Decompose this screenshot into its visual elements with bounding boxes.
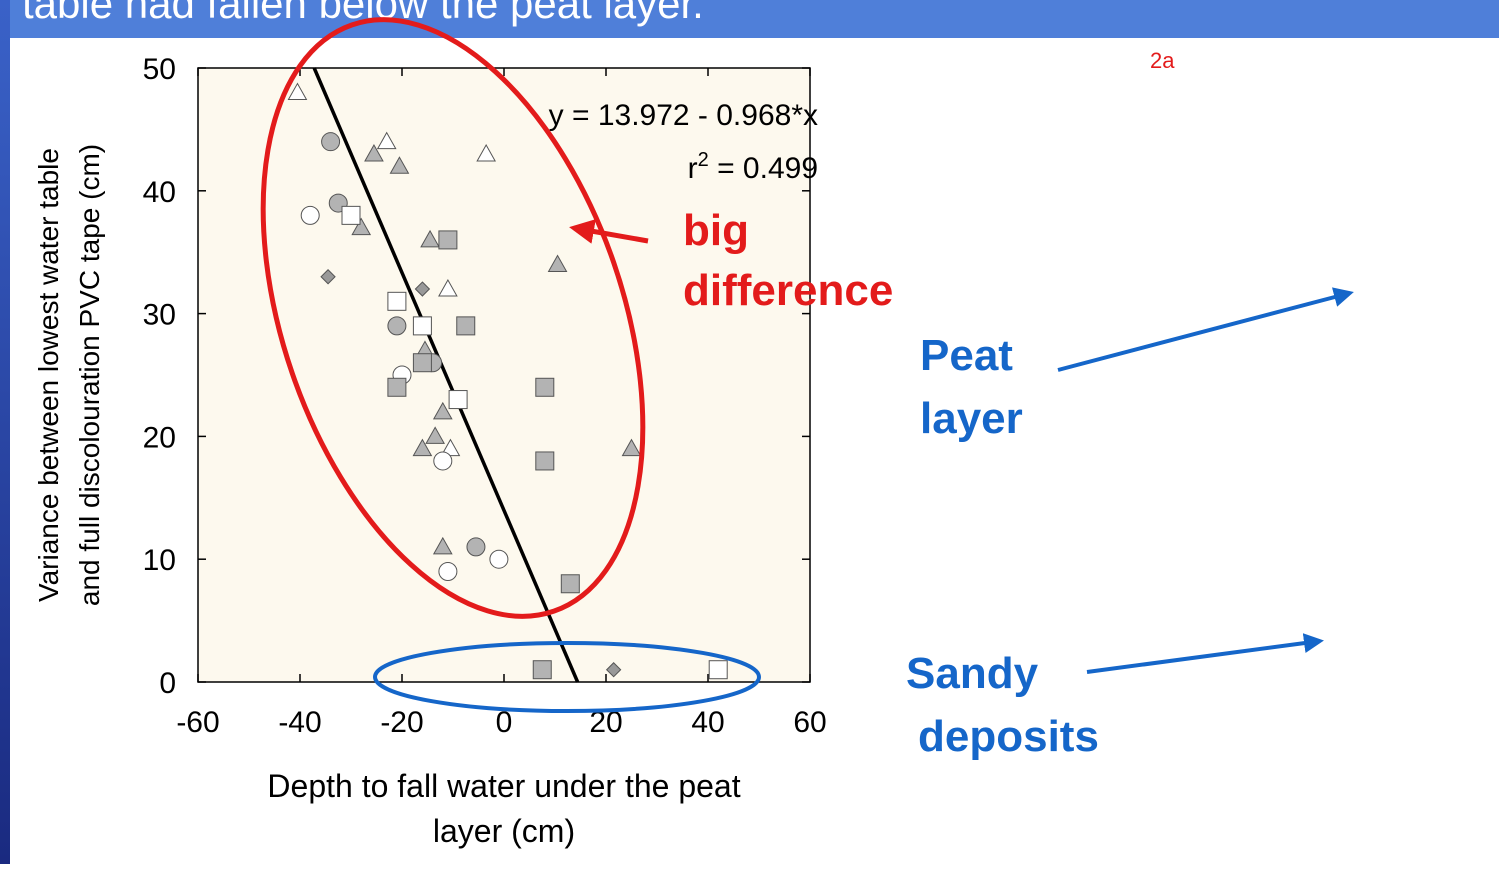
y-tick-label: 20 <box>143 421 176 454</box>
y-tick-label: 0 <box>159 667 176 700</box>
point <box>387 316 407 336</box>
header-bar <box>0 0 1499 38</box>
point <box>387 377 407 397</box>
peat-arrow <box>1057 287 1354 372</box>
point <box>364 143 384 162</box>
r-squared: r2 = 0.499 <box>688 149 818 185</box>
point <box>321 132 341 152</box>
x-axis-label: layer (cm) <box>433 813 575 849</box>
point <box>448 390 468 410</box>
point <box>389 156 410 174</box>
point <box>412 316 432 336</box>
point <box>376 131 397 150</box>
point <box>535 377 555 397</box>
r: r <box>688 152 698 185</box>
point <box>438 561 458 581</box>
x-tick-label: 60 <box>793 706 826 739</box>
sup: 2 <box>698 149 709 171</box>
label: deposits <box>918 712 1099 761</box>
red-arrow <box>569 219 649 244</box>
blue-ellipse <box>373 641 761 713</box>
point <box>433 451 453 471</box>
label: Peat <box>920 331 1013 380</box>
plot-area <box>197 67 811 683</box>
y-tick-label: 10 <box>143 544 176 577</box>
point <box>621 438 642 457</box>
point <box>547 254 568 272</box>
point <box>425 426 446 444</box>
fit-line <box>312 67 580 683</box>
y-axis-label: Variance between lowest water table <box>33 148 64 602</box>
x-axis-label: Depth to fall water under the peat <box>267 768 740 804</box>
point <box>432 536 453 555</box>
y-tick-label: 40 <box>143 176 176 209</box>
point <box>387 291 407 311</box>
point <box>466 537 486 557</box>
point <box>489 549 509 569</box>
point <box>414 281 431 297</box>
x-tick-label: 0 <box>496 706 513 739</box>
label: layer <box>920 394 1023 443</box>
y-tick-label: 50 <box>143 53 176 86</box>
point <box>320 269 336 285</box>
y-axis-label: and full discolouration PVC tape (cm) <box>74 144 105 606</box>
point <box>432 401 453 420</box>
point <box>300 205 320 225</box>
x-tick-label: -60 <box>176 706 219 739</box>
point <box>438 230 458 250</box>
annotation: difference <box>683 266 893 315</box>
r2-value: = 0.499 <box>709 152 818 185</box>
point <box>412 438 433 457</box>
red-ellipse <box>260 17 646 619</box>
point <box>412 353 432 373</box>
y-tick-label: 30 <box>143 299 176 332</box>
point <box>605 662 622 678</box>
point <box>560 574 580 594</box>
point <box>351 217 372 236</box>
x-tick-label: 40 <box>691 706 724 739</box>
point <box>287 82 308 101</box>
side-strip <box>0 0 10 864</box>
sandy-arrow <box>1086 633 1324 674</box>
point <box>535 451 555 471</box>
point <box>438 279 458 297</box>
point <box>708 660 728 680</box>
panel-label: 2a <box>1150 48 1175 73</box>
equation: y = 13.972 - 0.968*x <box>549 99 818 132</box>
point <box>341 205 361 225</box>
x-tick-label: -40 <box>278 706 321 739</box>
point <box>532 660 552 680</box>
point <box>420 229 440 248</box>
x-tick-label: -20 <box>380 706 423 739</box>
label: Sandy <box>906 649 1039 698</box>
point <box>476 143 497 162</box>
point <box>456 316 476 336</box>
annotation: big <box>683 206 749 255</box>
